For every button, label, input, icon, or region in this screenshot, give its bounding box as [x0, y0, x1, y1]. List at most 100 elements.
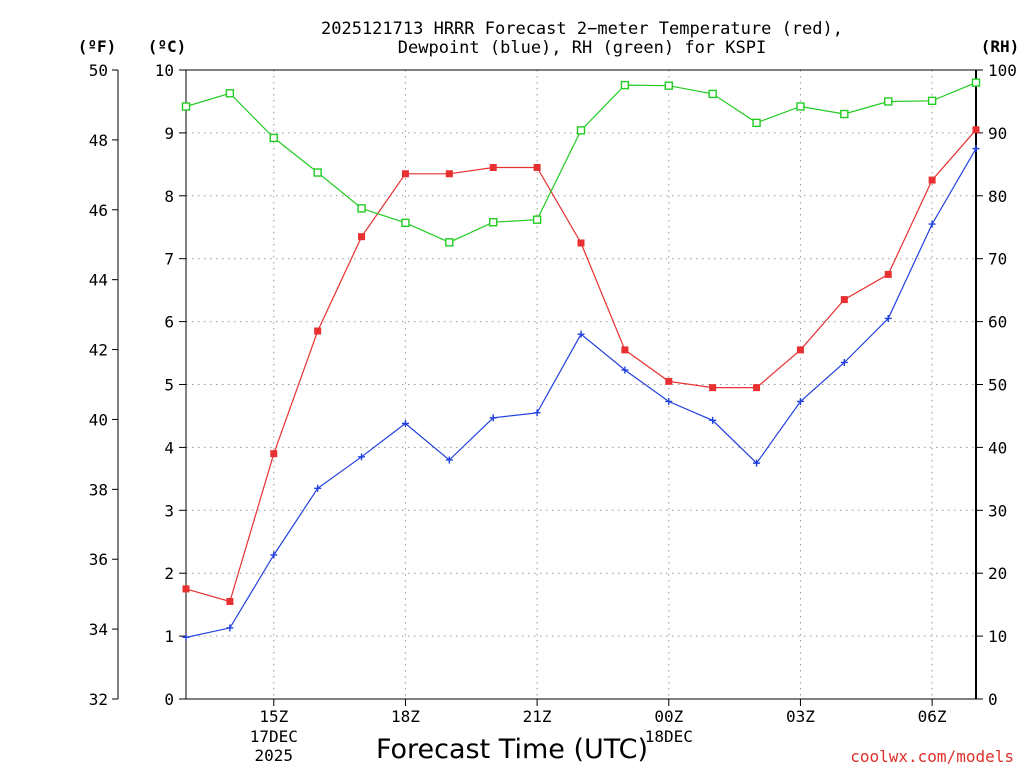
rh-tick-label: 40 [988, 438, 1007, 457]
fahrenheit-unit-label: (ºF) [78, 37, 117, 56]
chart-title-line2: Dewpoint (blue), RH (green) for KSPI [398, 38, 766, 58]
dewpoint-point [928, 220, 936, 228]
dewpoint-point [621, 366, 629, 374]
x-tick-date-label: 17DEC [250, 727, 298, 746]
2-meter-temperature-point [621, 346, 629, 354]
rh-tick-label: 100 [988, 61, 1017, 80]
dewpoint-point [972, 145, 980, 153]
rh-point [752, 118, 761, 128]
celsius-tick-label: 4 [164, 438, 174, 457]
x-tick-label: 21Z [523, 707, 552, 726]
rh-tick-label: 0 [988, 690, 998, 709]
celsius-tick-label: 3 [164, 501, 174, 520]
dewpoint-point [665, 397, 673, 405]
dewpoint-point [226, 624, 234, 632]
rh-point [225, 89, 235, 98]
2-meter-temperature-point [533, 163, 541, 171]
x-tick-label: 15Z [259, 707, 288, 726]
tick-labels: 3234363840424446485001234567891001020304… [89, 61, 1017, 765]
rh-point [796, 102, 805, 111]
dewpoint-point [709, 416, 717, 424]
rh-tick-label: 80 [988, 187, 1007, 206]
2-meter-temperature-point [182, 585, 190, 593]
celsius-tick-label: 0 [164, 690, 174, 709]
2-meter-temperature-point [928, 176, 936, 184]
rh-tick-label: 70 [988, 250, 1007, 269]
2-meter-temperature-point [840, 296, 848, 304]
fahrenheit-tick-label: 50 [89, 61, 108, 80]
rh-unit-label: (RH) [981, 37, 1020, 56]
celsius-tick-label: 7 [164, 250, 174, 269]
rh-point [576, 126, 586, 135]
x-tick-label: 18Z [391, 707, 420, 726]
data-series [181, 78, 981, 641]
2-meter-temperature-point [665, 377, 673, 385]
x-tick-date-label: 18DEC [645, 727, 693, 746]
2-meter-temperature-point [489, 163, 497, 171]
fahrenheit-tick-label: 40 [89, 410, 108, 429]
rh-tick-label: 10 [988, 627, 1007, 646]
2-meter-temperature-point [972, 126, 980, 134]
x-tick-label: 06Z [918, 707, 947, 726]
celsius-tick-label: 2 [164, 564, 174, 583]
rh-point [664, 81, 673, 90]
dewpoint-point [182, 633, 190, 641]
2-meter-temperature-point [884, 270, 892, 278]
2-meter-temperature-point [709, 384, 717, 392]
x-tick-label: 00Z [654, 707, 683, 726]
fahrenheit-tick-label: 42 [89, 341, 108, 360]
rh-point [269, 133, 278, 143]
dewpoint-point [270, 551, 278, 559]
fahrenheit-tick-label: 38 [89, 480, 108, 499]
fahrenheit-tick-label: 34 [89, 620, 108, 639]
rh-point [927, 96, 937, 106]
fahrenheit-tick-label: 46 [89, 201, 108, 220]
2-meter-temperature-point [226, 598, 234, 606]
dewpoint-point [796, 397, 804, 405]
2-meter-temperature-point [753, 384, 761, 392]
rh-point [840, 109, 849, 119]
2-meter-temperature-point [270, 450, 278, 458]
fahrenheit-tick-label: 48 [89, 131, 108, 150]
fahrenheit-tick-label: 32 [89, 690, 108, 709]
rh-point [181, 102, 191, 111]
dewpoint-point [533, 409, 541, 417]
2-meter-temperature-point [314, 327, 322, 335]
rh-point [445, 238, 454, 247]
2-meter-temperature-point [445, 170, 453, 178]
celsius-tick-label: 6 [164, 313, 174, 332]
rh-tick-label: 30 [988, 501, 1007, 520]
x-axis-label: Forecast Time (UTC) [376, 734, 648, 765]
celsius-tick-label: 1 [164, 627, 174, 646]
dewpoint-point [489, 414, 497, 422]
fahrenheit-tick-label: 36 [89, 550, 108, 569]
dewpoint-point [577, 330, 585, 338]
site-credit: coolwx.com/models [850, 747, 1014, 766]
2-meter-temperature-point [796, 346, 804, 354]
rh-point [313, 168, 322, 177]
2-meter-temperature-point [358, 233, 366, 241]
2-meter-temperature-point [401, 170, 409, 178]
rh-tick-label: 50 [988, 376, 1007, 395]
rh-point [708, 89, 717, 99]
rh-tick-label: 90 [988, 124, 1007, 143]
rh-tick-label: 60 [988, 313, 1007, 332]
dewpoint-point [840, 358, 848, 366]
rh-point [489, 218, 498, 227]
celsius-unit-label: (ºC) [148, 37, 187, 56]
rh-point [620, 80, 630, 90]
rh-point [401, 218, 410, 228]
chart-title-line1: 2025121713 HRRR Forecast 2−meter Tempera… [321, 19, 843, 39]
celsius-tick-label: 10 [155, 61, 174, 80]
rh-point [532, 215, 542, 224]
axes [112, 69, 983, 706]
dewpoint-point [445, 456, 453, 464]
fahrenheit-tick-label: 44 [89, 271, 108, 290]
dewpoint-point [358, 453, 366, 461]
rh-point [884, 97, 893, 106]
celsius-tick-label: 5 [164, 376, 174, 395]
celsius-tick-label: 9 [164, 124, 174, 143]
rh-point [971, 78, 981, 87]
rh-tick-label: 20 [988, 564, 1007, 583]
